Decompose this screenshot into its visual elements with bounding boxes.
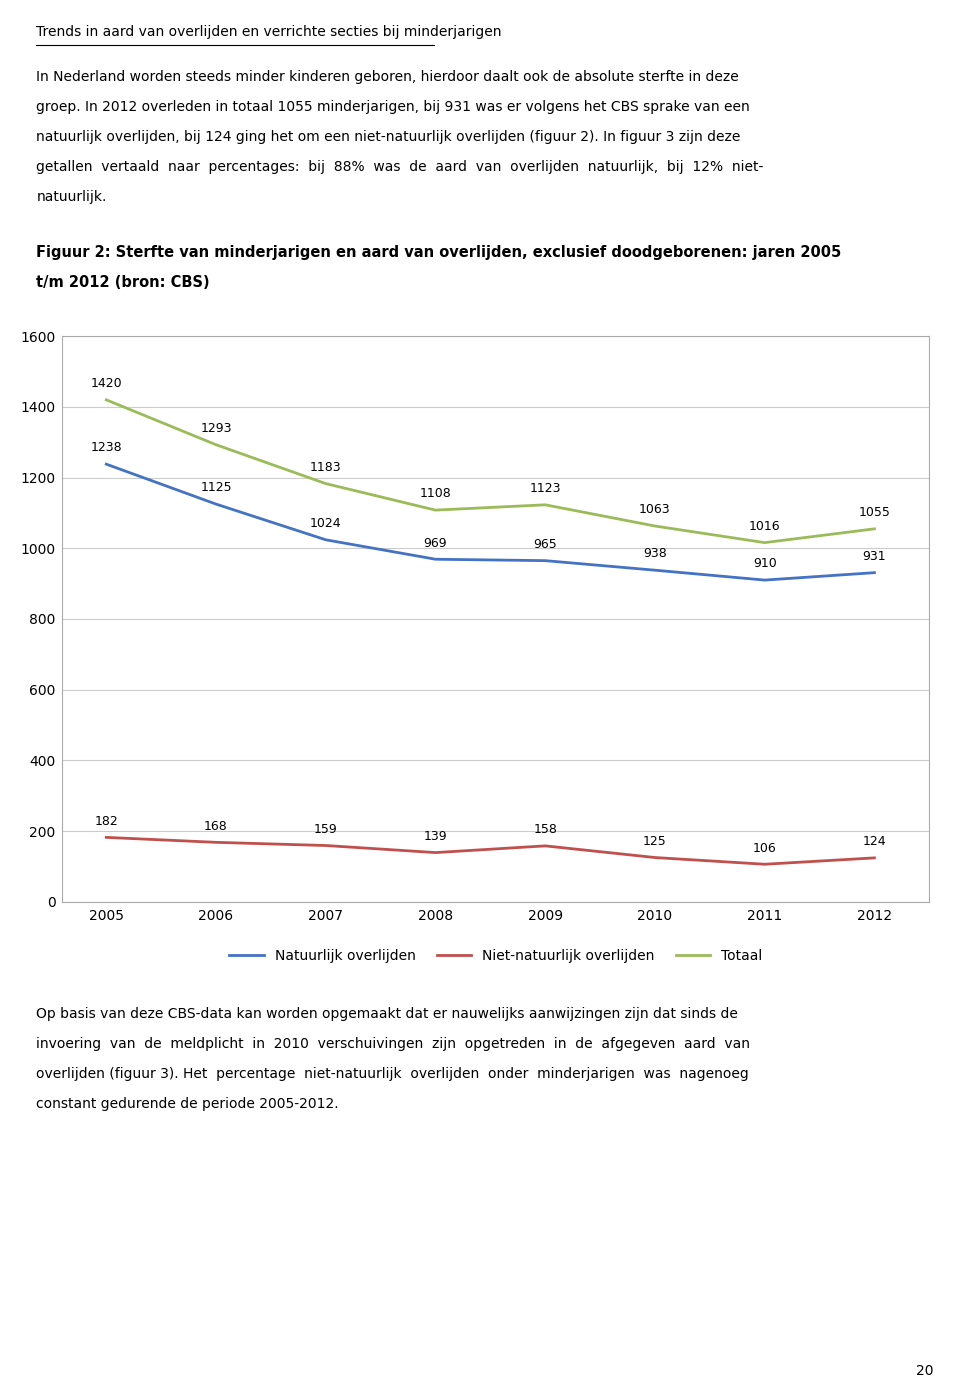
Legend: Natuurlijk overlijden, Niet-natuurlijk overlijden, Totaal: Natuurlijk overlijden, Niet-natuurlijk o…	[224, 944, 768, 969]
Text: Trends in aard van overlijden en verrichte secties bij minderjarigen: Trends in aard van overlijden en verrich…	[36, 25, 502, 39]
Text: 182: 182	[94, 815, 118, 828]
Text: 1108: 1108	[420, 488, 451, 500]
Text: 1123: 1123	[530, 482, 561, 495]
Text: Figuur 2: Sterfte van minderjarigen en aard van overlijden, exclusief doodgebore: Figuur 2: Sterfte van minderjarigen en a…	[36, 246, 842, 260]
Text: 1016: 1016	[749, 520, 780, 533]
Text: groep. In 2012 overleden in totaal 1055 minderjarigen, bij 931 was er volgens he: groep. In 2012 overleden in totaal 1055 …	[36, 101, 750, 115]
Text: Op basis van deze CBS-data kan worden opgemaakt dat er nauwelijks aanwijzingen z: Op basis van deze CBS-data kan worden op…	[36, 1007, 738, 1021]
Text: 910: 910	[753, 558, 777, 570]
Text: 1238: 1238	[90, 442, 122, 454]
Text: constant gedurende de periode 2005-2012.: constant gedurende de periode 2005-2012.	[36, 1096, 339, 1111]
Text: getallen  vertaald  naar  percentages:  bij  88%  was  de  aard  van  overlijden: getallen vertaald naar percentages: bij …	[36, 159, 764, 175]
Text: 1024: 1024	[310, 517, 342, 530]
Text: 158: 158	[534, 823, 557, 836]
Text: natuurlijk overlijden, bij 124 ging het om een niet-natuurlijk overlijden (figuu: natuurlijk overlijden, bij 124 ging het …	[36, 130, 741, 144]
Text: 159: 159	[314, 823, 338, 836]
Text: 124: 124	[863, 835, 886, 849]
Text: 1293: 1293	[201, 422, 231, 435]
Text: 106: 106	[753, 842, 777, 854]
Text: 931: 931	[863, 549, 886, 563]
Text: 1055: 1055	[858, 506, 890, 519]
Text: invoering  van  de  meldplicht  in  2010  verschuivingen  zijn  opgetreden  in  : invoering van de meldplicht in 2010 vers…	[36, 1037, 751, 1051]
Text: 1063: 1063	[639, 503, 671, 516]
Text: In Nederland worden steeds minder kinderen geboren, hierdoor daalt ook de absolu: In Nederland worden steeds minder kinder…	[36, 70, 739, 84]
Text: 938: 938	[643, 548, 667, 561]
Text: 1125: 1125	[201, 481, 231, 495]
Text: 969: 969	[423, 537, 447, 549]
Text: 139: 139	[423, 830, 447, 843]
Text: 1183: 1183	[310, 461, 342, 474]
Text: t/m 2012 (bron: CBS): t/m 2012 (bron: CBS)	[36, 275, 210, 291]
Text: natuurlijk.: natuurlijk.	[36, 190, 107, 204]
Text: 168: 168	[204, 819, 228, 833]
Text: 965: 965	[534, 538, 557, 551]
Text: overlijden (figuur 3). Het  percentage  niet-natuurlijk  overlijden  onder  mind: overlijden (figuur 3). Het percentage ni…	[36, 1067, 749, 1081]
Text: 1420: 1420	[90, 377, 122, 390]
Text: 125: 125	[643, 835, 667, 847]
Text: 20: 20	[916, 1364, 933, 1378]
